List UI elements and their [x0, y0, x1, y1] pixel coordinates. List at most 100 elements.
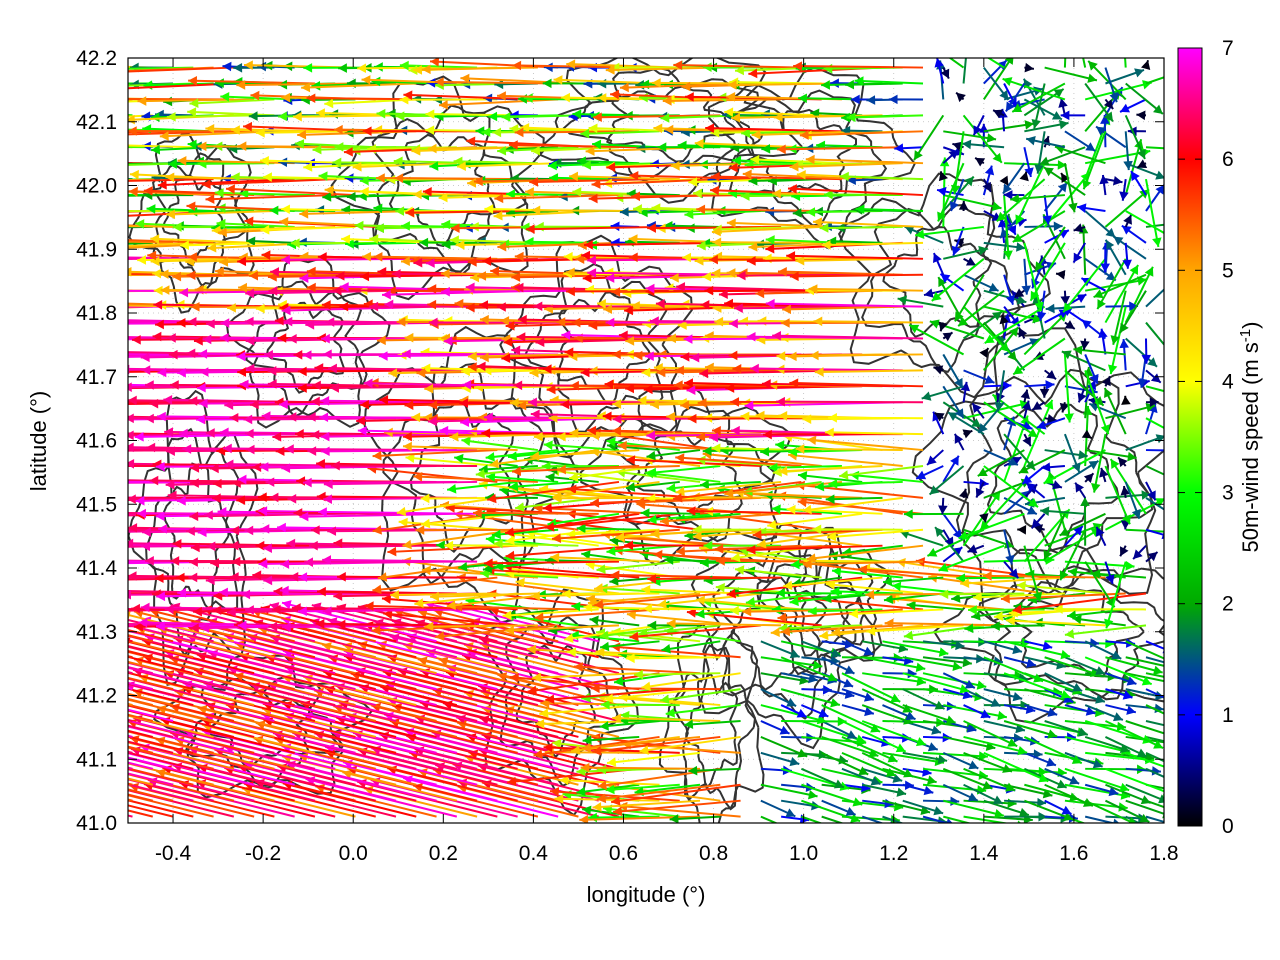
wind-arrow-head	[728, 350, 738, 361]
wind-arrow-shaft	[396, 496, 498, 514]
wind-arrow-shaft	[514, 496, 599, 510]
wind-arrow-head	[377, 267, 387, 277]
wind-arrow-head	[915, 662, 926, 673]
wind-arrow-shaft	[1145, 288, 1164, 308]
wind-arrow-head	[1068, 202, 1078, 213]
wind-arrow-head	[83, 286, 92, 296]
wind-arrow-head	[677, 320, 687, 330]
wind-arrow-head	[196, 414, 205, 425]
wind-arrow-head	[9, 767, 19, 776]
wind-arrow-head	[82, 269, 91, 279]
wind-arrow-head	[146, 204, 156, 214]
wind-arrow-head	[372, 525, 383, 535]
wind-arrow-head	[421, 363, 431, 374]
wind-arrow-head	[730, 425, 740, 436]
wind-arrow-shaft	[960, 576, 1065, 585]
wind-arrow-head	[619, 207, 629, 217]
wind-arrow-head	[569, 428, 579, 438]
wind-arrow-head	[128, 442, 134, 453]
wind-arrow-head	[934, 58, 944, 68]
wind-arrow-head	[730, 397, 740, 407]
wind-arrow-head	[321, 333, 330, 344]
wind-arrow-head	[547, 160, 557, 171]
wind-arrow-head	[572, 187, 582, 197]
wind-arrow-head	[209, 463, 219, 474]
wind-arrow-head	[31, 493, 40, 503]
wind-arrow-shaft	[379, 398, 518, 404]
wind-arrow-shaft	[592, 143, 660, 149]
wind-arrow-head	[147, 250, 157, 261]
wind-arrow-head	[980, 709, 991, 719]
wind-arrow-head	[849, 608, 859, 619]
wind-arrow-head	[1036, 311, 1047, 322]
wind-arrow-head	[1152, 665, 1163, 675]
wind-arrow-shaft	[805, 158, 924, 165]
wind-arrow-head	[32, 332, 41, 342]
wind-arrow-shaft	[1063, 354, 1071, 423]
wind-arrow-head	[128, 413, 134, 424]
wind-arrow-head	[505, 527, 515, 537]
wind-arrow-head	[71, 603, 81, 612]
wind-arrow-head	[1123, 160, 1133, 171]
wind-arrow-shaft	[177, 159, 295, 165]
wind-arrow-shaft	[128, 82, 234, 90]
wind-arrow-shaft	[524, 457, 579, 467]
wind-arrow-shaft	[128, 783, 194, 802]
wind-arrow-head	[63, 541, 72, 551]
wind-arrow-head	[403, 431, 412, 442]
wind-arrow-head	[633, 350, 643, 361]
wind-arrow-head	[98, 84, 107, 94]
wind-arrow-head	[1089, 373, 1099, 384]
wind-arrow-head	[761, 379, 771, 389]
wind-arrow-head	[260, 225, 270, 235]
wind-arrow-head	[458, 562, 468, 572]
wind-arrow-head	[729, 318, 738, 329]
wind-arrow-shaft	[789, 273, 924, 278]
wind-arrow-head	[263, 543, 272, 553]
wind-arrow-head	[1069, 775, 1080, 785]
wind-arrow-shaft	[530, 449, 640, 458]
wind-arrow-shaft	[1012, 210, 1066, 243]
wind-arrow-shaft	[580, 766, 701, 770]
wind-arrow-head	[807, 606, 817, 617]
wind-arrow-head	[539, 708, 549, 718]
wind-arrow-head	[958, 316, 969, 327]
wind-arrow-head	[14, 541, 23, 551]
wind-arrow-head	[425, 125, 435, 135]
wind-arrow-shaft	[449, 238, 538, 244]
wind-arrow-head	[809, 350, 819, 361]
wind-arrow-head	[927, 455, 937, 465]
terrain-contour	[153, 654, 373, 799]
wind-arrow-head	[937, 211, 946, 222]
wind-arrow-shaft	[205, 194, 336, 201]
wind-arrow-head	[1042, 641, 1053, 651]
wind-arrow-shaft	[983, 656, 1044, 683]
wind-arrow-head	[19, 348, 28, 358]
wind-arrow-shaft	[576, 159, 640, 165]
wind-arrow-head	[1068, 567, 1078, 577]
wind-arrow-head	[1045, 303, 1055, 314]
wind-arrow-shaft	[926, 528, 985, 557]
wind-arrow-head	[89, 735, 99, 744]
wind-arrow-shaft	[461, 439, 539, 452]
wind-arrow-head	[293, 350, 303, 360]
wind-arrow-shaft	[861, 704, 914, 724]
wind-arrow-head	[1120, 103, 1131, 113]
wind-arrow-head	[956, 573, 966, 584]
wind-arrow-head	[1125, 561, 1135, 571]
wind-arrow-head	[482, 256, 492, 266]
wind-arrow-head	[786, 697, 797, 707]
wind-arrow-head	[212, 478, 222, 489]
wind-arrow-head	[424, 383, 434, 394]
wind-arrow-head	[1038, 773, 1049, 783]
wind-arrow-shaft	[712, 225, 802, 231]
wind-arrow-shaft	[128, 740, 174, 754]
wind-arrow-head	[915, 229, 925, 240]
wind-arrow-head	[157, 180, 167, 190]
wind-arrow-head	[55, 558, 64, 568]
terrain-contour	[728, 89, 888, 227]
wind-arrow-head	[937, 754, 948, 764]
wind-arrow-head	[420, 493, 430, 504]
wind-arrow-shaft	[425, 113, 518, 117]
wind-arrow-head	[166, 112, 176, 122]
